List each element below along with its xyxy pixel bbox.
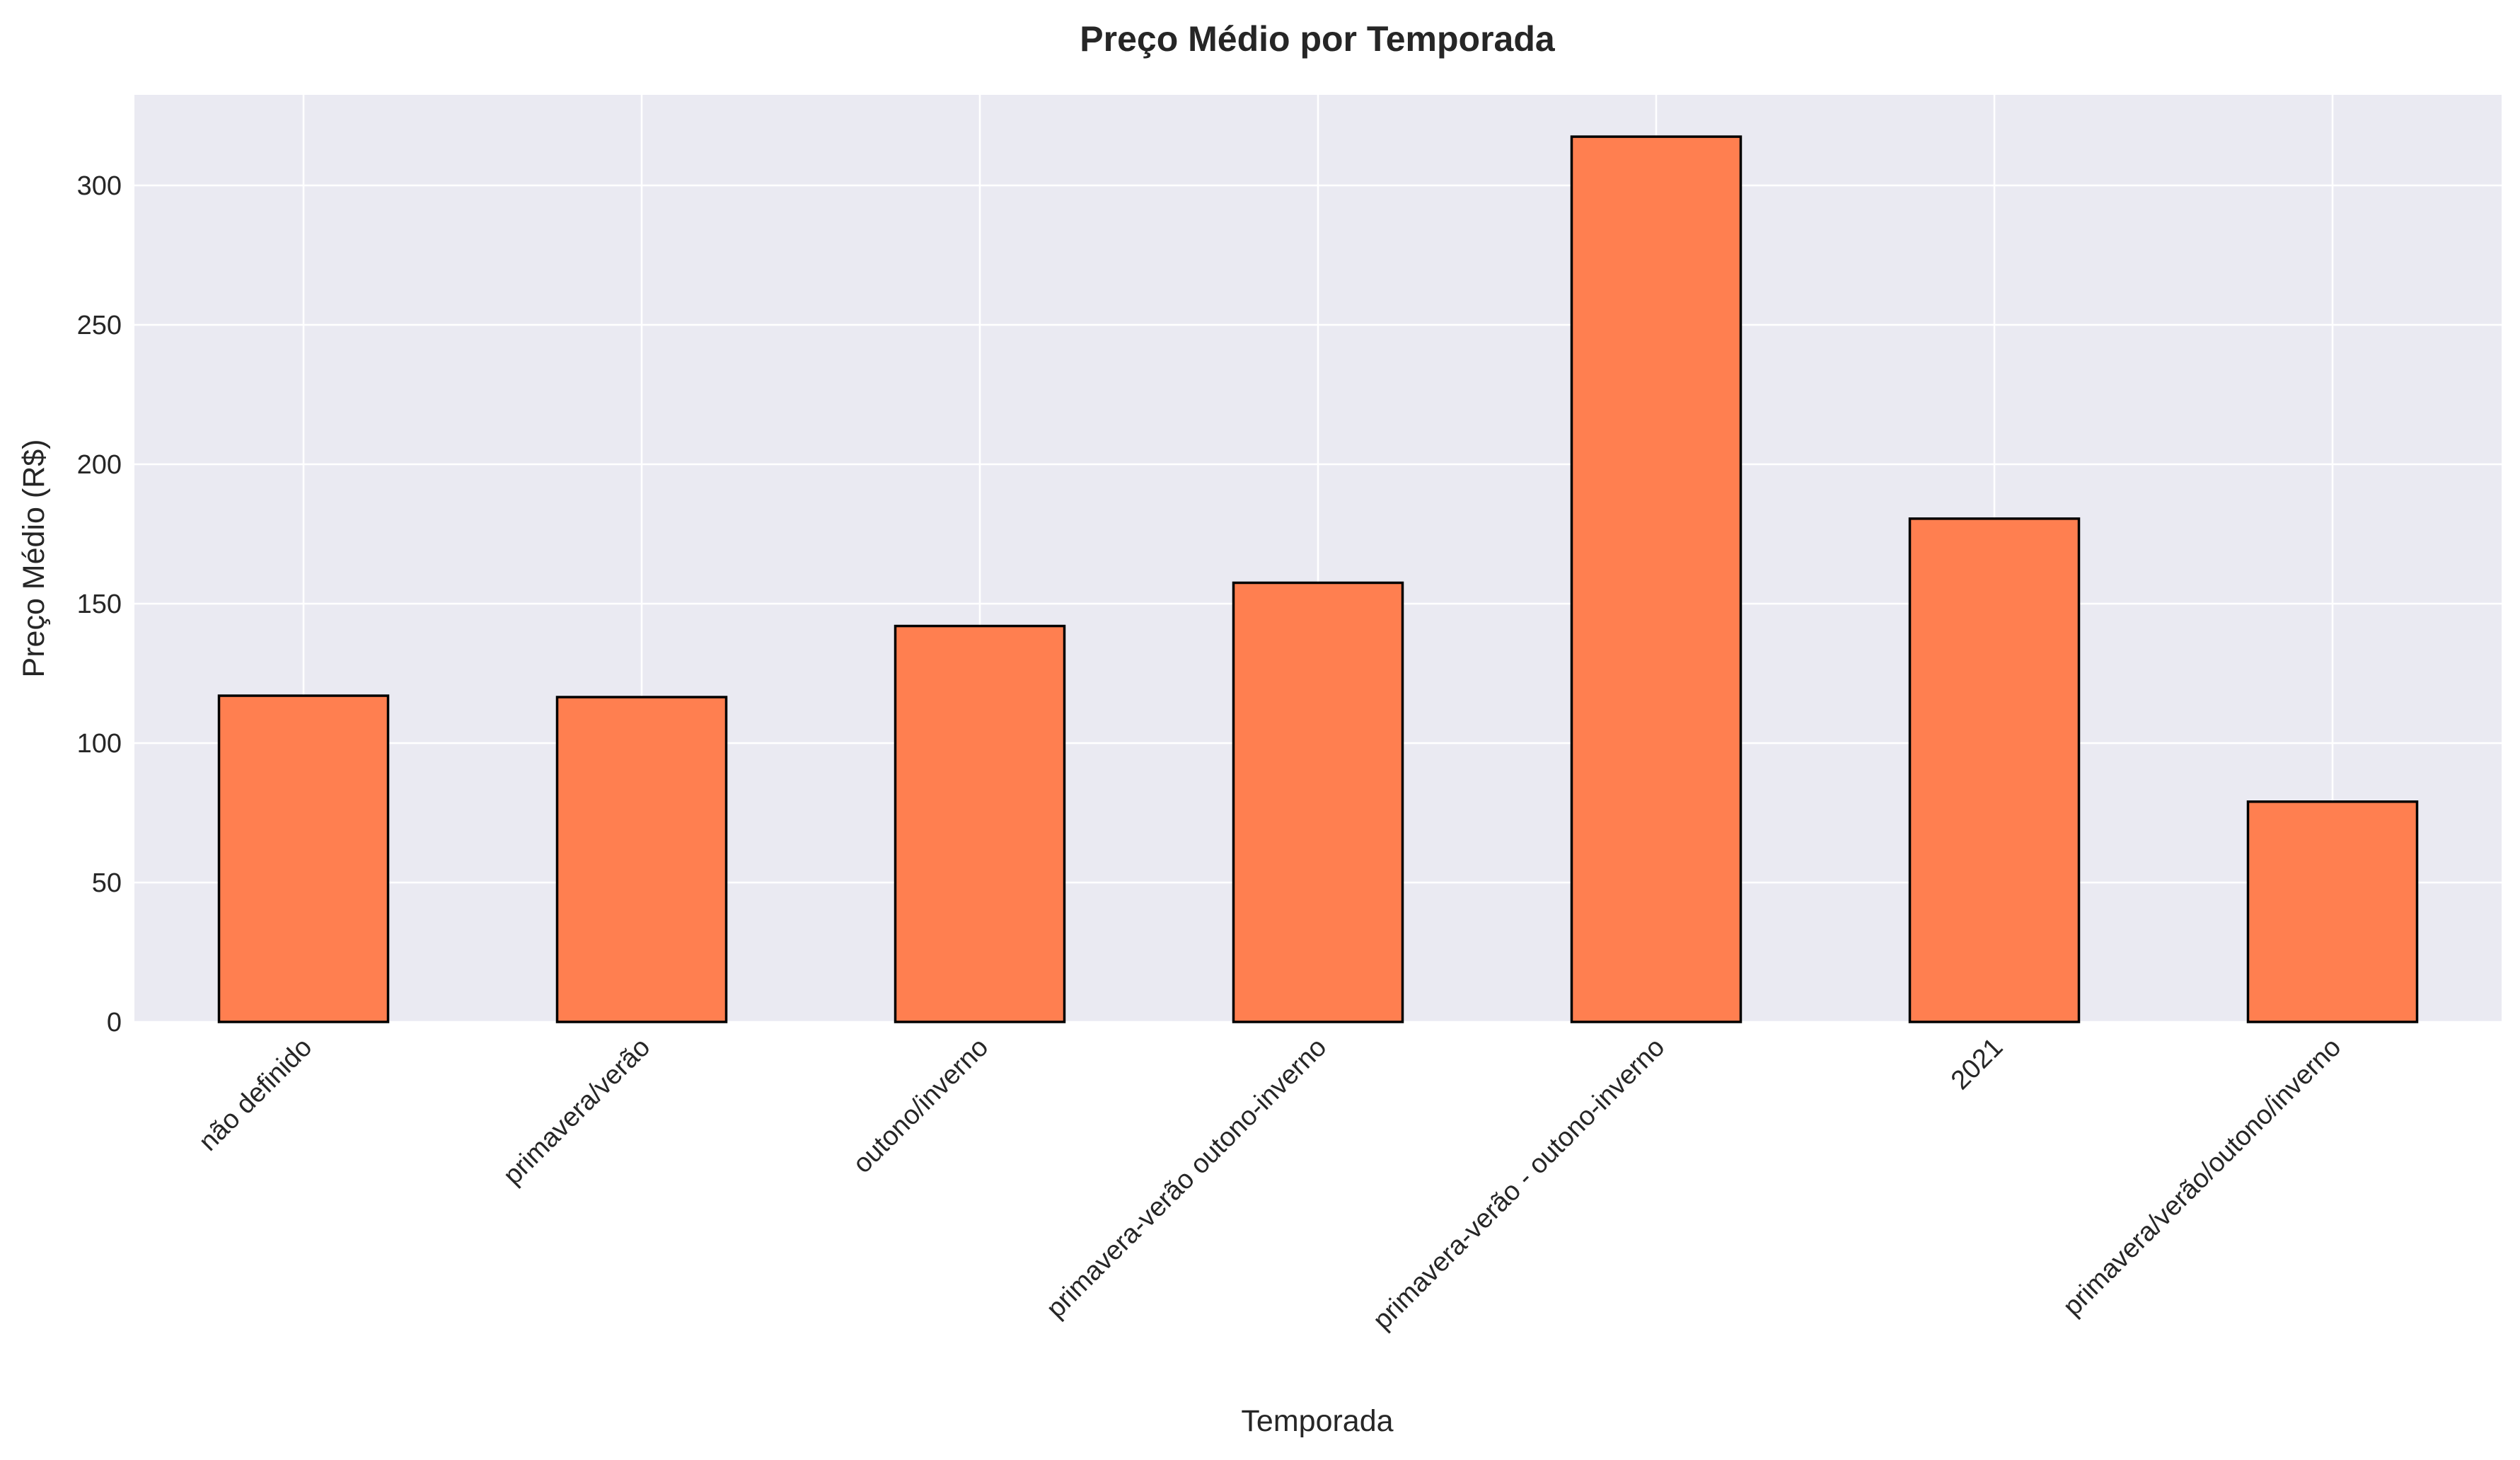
y-tick-label: 200	[77, 450, 122, 480]
bar	[1232, 581, 1404, 1023]
y-tick-labels: 0 50 100 150 200 250 300	[77, 171, 122, 1037]
y-axis-label: Preço Médio (R$)	[17, 439, 51, 678]
y-tick-label: 50	[92, 868, 122, 898]
chart-title: Preço Médio por Temporada	[1080, 19, 1556, 59]
bar	[2246, 800, 2419, 1023]
bar	[555, 696, 728, 1023]
bar	[1908, 517, 2081, 1023]
x-axis-label: Temporada	[1241, 1404, 1393, 1438]
y-tick-label: 100	[77, 729, 122, 759]
x-tick-label: outono/inverno	[848, 1033, 994, 1179]
x-tick-labels: não definido primavera/verão outono/invern…	[193, 1033, 2347, 1335]
bars	[217, 135, 2419, 1023]
y-tick-label: 0	[107, 1008, 122, 1037]
bar	[217, 694, 390, 1023]
y-tick-label: 300	[77, 171, 122, 201]
x-tick-label: primavera-verão - outono-inverno	[1368, 1033, 1670, 1335]
x-tick-label: 2021	[1946, 1033, 2009, 1096]
y-tick-label: 250	[77, 311, 122, 340]
x-tick-label: primavera/verão/outono/inverno	[2057, 1033, 2347, 1322]
x-tick-label: primavera/verão	[498, 1033, 657, 1191]
y-tick-label: 150	[77, 590, 122, 619]
x-tick-label: primavera-verão outono-inverno	[1041, 1033, 1332, 1324]
bar	[1570, 135, 1742, 1023]
x-tick-label: não definido	[193, 1033, 318, 1157]
bar	[894, 624, 1066, 1023]
